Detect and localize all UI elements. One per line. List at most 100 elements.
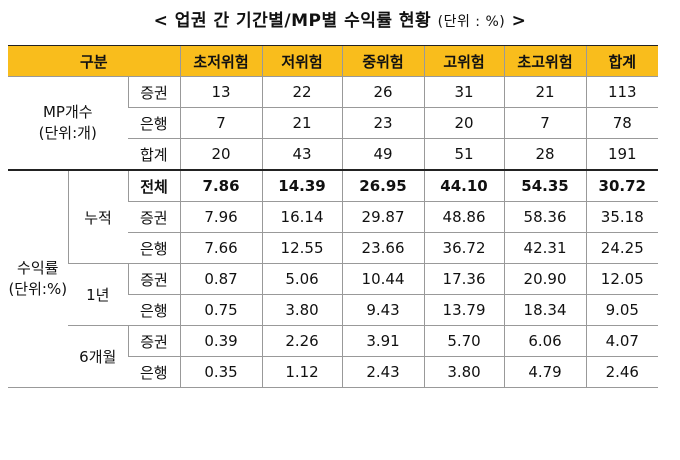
title-unit: (단위 : %): [437, 14, 506, 30]
cell: 21: [261, 107, 343, 139]
returns-table: 구분 초저위험 저위험 중위험 고위험 초고위험 합계 MP개수 (단위:개) …: [8, 45, 659, 388]
table-row: 은행 7.66 12.55 23.66 36.72 42.31 24.25: [8, 232, 659, 264]
title-close: >: [511, 11, 527, 31]
row-sub: 증권: [127, 263, 181, 295]
table-row: 6개월 증권 0.39 2.26 3.91 5.70 6.06 4.07: [8, 325, 659, 388]
cell: 2.43: [341, 356, 425, 388]
cell: 42.31: [503, 232, 587, 264]
cell: 78: [585, 107, 659, 139]
cell: 54.35: [503, 169, 587, 202]
label-line: (단위:%): [8, 280, 68, 298]
cell: 20: [423, 107, 505, 139]
cell: 12.05: [585, 263, 659, 295]
header-category: 구분: [8, 45, 181, 77]
cell: 29.87: [341, 201, 425, 233]
cell: 7: [179, 107, 263, 139]
cell: 2.26: [261, 325, 343, 357]
cell: 0.39: [179, 325, 263, 357]
table-row: 은행 0.75 3.80 9.43 13.79 18.34 9.05: [8, 294, 659, 326]
row-sub: 전체: [127, 169, 181, 202]
cell: 113: [585, 76, 659, 108]
table-row: 증권 7.96 16.14 29.87 48.86 58.36 35.18: [8, 201, 659, 233]
header-col: 초저위험: [179, 45, 263, 77]
cell: 14.39: [261, 169, 343, 202]
cell: 10.44: [341, 263, 425, 295]
cell: 4.07: [585, 325, 659, 357]
cell: 0.35: [179, 356, 263, 388]
cell: 21: [503, 76, 587, 108]
table-row: 1년 증권 0.87 5.06 10.44 17.36 20.90 12.05: [8, 263, 659, 326]
table-row: MP개수 (단위:개) 증권 13 22 26 31 21 113: [8, 76, 659, 171]
table-row: 수익률 (단위:%) 누적 전체 7.86 14.39 26.95 44.10 …: [8, 169, 659, 388]
title-text: < 업권 간 기간별/MP별 수익률 현황: [153, 11, 432, 31]
cell: 9.05: [585, 294, 659, 326]
label-line: MP개수: [42, 103, 93, 121]
cell: 5.06: [261, 263, 343, 295]
cell: 28: [503, 138, 587, 171]
returns-label: 수익률 (단위:%): [8, 169, 68, 388]
mp-count-label: MP개수 (단위:개): [8, 76, 128, 171]
cell: 31: [423, 76, 505, 108]
table-title: < 업권 간 기간별/MP별 수익률 현황 (단위 : %) >: [0, 6, 680, 31]
cell: 22: [261, 76, 343, 108]
cell: 30.72: [585, 169, 659, 202]
header-col: 저위험: [261, 45, 343, 77]
header-col: 중위험: [341, 45, 425, 77]
cell: 24.25: [585, 232, 659, 264]
cell: 48.86: [423, 201, 505, 233]
cell: 12.55: [261, 232, 343, 264]
table-row: 은행 7 21 23 20 7 78: [8, 107, 659, 139]
cell: 18.34: [503, 294, 587, 326]
row-sub: 증권: [128, 201, 181, 233]
header-col: 초고위험: [503, 45, 587, 77]
cell: 5.70: [423, 325, 505, 357]
cell: 49: [341, 138, 425, 171]
row-sub: 증권: [127, 76, 181, 108]
cell: 0.87: [179, 263, 263, 295]
cell: 1.12: [261, 356, 343, 388]
period-six-month: 6개월: [68, 325, 128, 388]
cell: 191: [585, 138, 659, 171]
cell: 7.86: [179, 169, 263, 202]
row-sub: 은행: [128, 356, 181, 388]
cell: 7: [503, 107, 587, 139]
label-line: 수익률: [17, 259, 59, 277]
cell: 51: [423, 138, 505, 171]
header-col: 고위험: [423, 45, 505, 77]
cell: 6.06: [503, 325, 587, 357]
cell: 3.91: [341, 325, 425, 357]
header-row: 구분 초저위험 저위험 중위험 고위험 초고위험 합계: [8, 45, 659, 77]
cell: 20: [179, 138, 263, 171]
cell: 20.90: [503, 263, 587, 295]
cell: 23: [341, 107, 425, 139]
header-col: 합계: [585, 45, 659, 77]
cell: 16.14: [261, 201, 343, 233]
cell: 4.79: [503, 356, 587, 388]
cell: 7.96: [179, 201, 263, 233]
table-row: 합계 20 43 49 51 28 191: [8, 138, 659, 171]
cell: 17.36: [423, 263, 505, 295]
cell: 26: [341, 76, 425, 108]
cell: 3.80: [423, 356, 505, 388]
cell: 43: [261, 138, 343, 171]
cell: 26.95: [341, 169, 425, 202]
row-sub: 은행: [128, 107, 181, 139]
cell: 2.46: [585, 356, 659, 388]
label-line: (단위:개): [38, 124, 97, 142]
row-sub: 은행: [128, 294, 181, 326]
row-sub: 은행: [128, 232, 181, 264]
cell: 0.75: [179, 294, 263, 326]
cell: 9.43: [341, 294, 425, 326]
row-sub: 합계: [128, 138, 181, 171]
period-one-year: 1년: [68, 263, 128, 326]
cell: 35.18: [585, 201, 659, 233]
cell: 58.36: [503, 201, 587, 233]
cell: 13: [179, 76, 263, 108]
table-row: 은행 0.35 1.12 2.43 3.80 4.79 2.46: [8, 356, 659, 388]
cell: 36.72: [423, 232, 505, 264]
cell: 23.66: [341, 232, 425, 264]
cell: 7.66: [179, 232, 263, 264]
cell: 44.10: [423, 169, 505, 202]
cell: 13.79: [423, 294, 505, 326]
row-sub: 증권: [127, 325, 181, 357]
